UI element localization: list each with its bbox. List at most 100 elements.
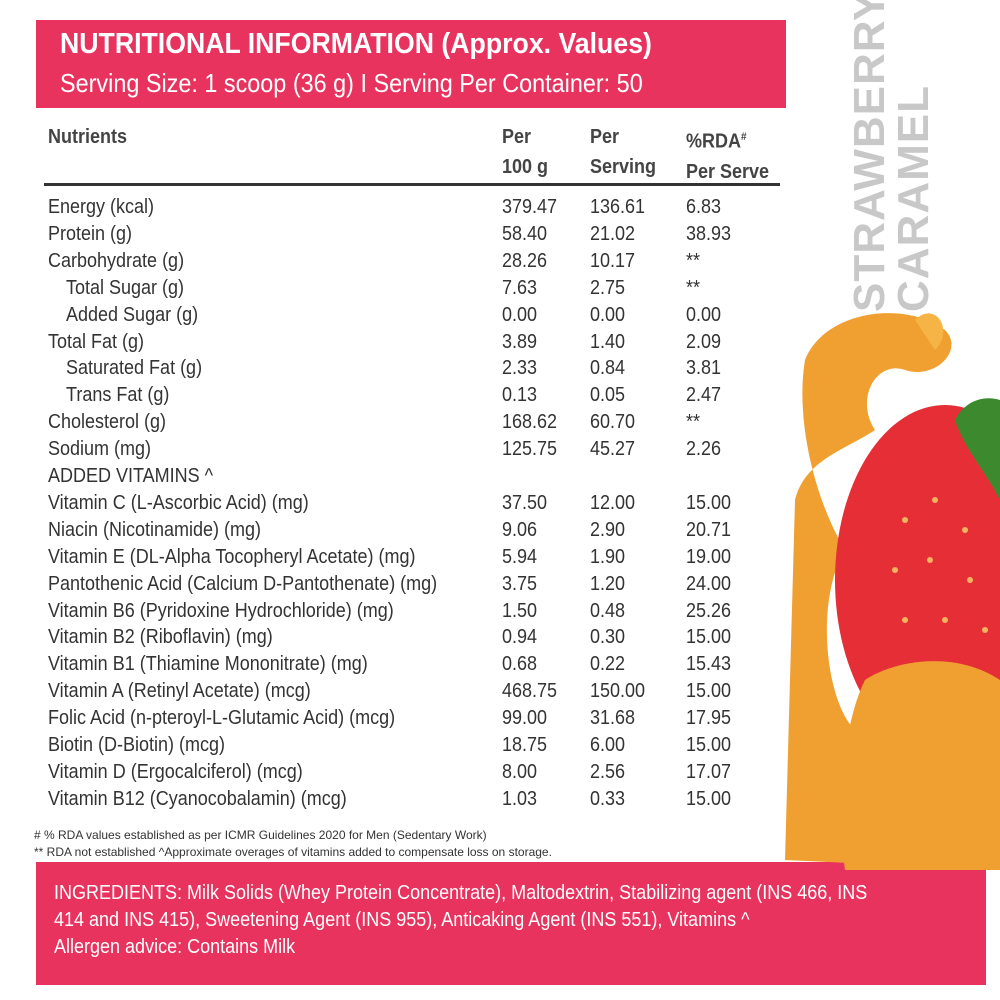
strawberry-caramel-illustration (785, 313, 1000, 870)
value-rda: 15.00 (686, 680, 732, 703)
value-rda: 15.43 (686, 653, 732, 676)
nutrient-name: Saturated Fat (g) (66, 357, 203, 380)
value-per-100g: 0.00 (502, 303, 538, 326)
nutrient-name: Vitamin D (Ergocalciferol) (mcg) (48, 760, 303, 783)
nutrient-row: Added Sugar (g) 0.00 0.00 0.00 (0, 302, 800, 329)
nutrient-name: Biotin (D-Biotin) (mcg) (48, 734, 226, 756)
ingredients-box: INGREDIENTS: Milk Solids (Whey Protein C… (36, 862, 986, 985)
nutrient-name: Vitamin A (Retinyl Acetate) (mcg) (48, 680, 311, 703)
value-per-serving: 60.70 (590, 411, 636, 434)
value-rda: 3.81 (686, 357, 722, 380)
caramel-splash (785, 313, 1000, 870)
nutrient-row: Vitamin B12 (Cyanocobalamin) (mcg) 1.03 0.… (0, 786, 800, 813)
nutrient-name: ADDED VITAMINS ^ (48, 465, 214, 487)
col-serving-line2: Serving (590, 156, 657, 178)
value-per-100g: 379.47 (502, 196, 558, 218)
nutrient-row: Carbohydrate (g) 28.26 10.17 ** (0, 248, 800, 275)
value-rda: 15.00 (686, 734, 732, 756)
value-rda: 38.93 (686, 222, 732, 245)
value-per-serving: 6.00 (590, 734, 626, 756)
rda-superscript: # (741, 131, 747, 143)
nutrient-row: Protein (g) 58.40 21.02 38.93 (0, 221, 800, 248)
header-divider (44, 183, 780, 186)
value-rda: 15.00 (686, 787, 732, 810)
value-per-serving: 0.00 (590, 303, 626, 326)
value-per-100g: 2.33 (502, 357, 538, 380)
nutrient-row: Vitamin C (L-Ascorbic Acid) (mg) 37.50 12.… (0, 490, 800, 517)
nutrient-row: Total Sugar (g) 7.63 2.75 ** (0, 275, 800, 302)
value-per-100g: 99.00 (502, 707, 548, 730)
value-rda: 2.47 (686, 384, 722, 407)
value-per-serving: 1.40 (590, 330, 626, 353)
value-per-100g: 18.75 (502, 734, 548, 756)
value-per-serving: 0.48 (590, 599, 626, 622)
value-per-100g: 7.63 (502, 276, 538, 299)
flavor-name: STRAWBERRY CARAMEL (845, 0, 938, 312)
col-per100: Per 100 g (502, 122, 548, 182)
nutrient-name: Energy (kcal) (48, 196, 155, 218)
nutrient-row: Folic Acid (n-pteroyl-L-Glutamic Acid) (… (0, 705, 800, 732)
col-rda-line2: Per Serve (686, 160, 770, 183)
value-rda: 17.95 (686, 707, 732, 730)
nutrient-row: Trans Fat (g) 0.13 0.05 2.47 (0, 382, 800, 409)
footnote-rda: # % RDA values established as per ICMR G… (34, 828, 487, 842)
col-nutrients: Nutrients (48, 126, 128, 148)
value-per-100g: 1.50 (502, 599, 538, 622)
nutrition-header: NUTRITIONAL INFORMATION (Approx. Values)… (36, 20, 786, 108)
nutrient-name: Vitamin B1 (Thiamine Mononitrate) (mg) (48, 653, 368, 676)
value-rda: 25.26 (686, 599, 732, 622)
value-per-serving: 10.17 (590, 249, 636, 272)
nutrient-row: Sodium (mg) 125.75 45.27 2.26 (0, 436, 800, 463)
nutrient-name: Vitamin C (L-Ascorbic Acid) (mg) (48, 491, 309, 514)
value-rda: 2.09 (686, 330, 722, 353)
value-per-100g: 5.94 (502, 545, 538, 568)
value-per-serving: 150.00 (590, 680, 646, 703)
nutrient-name: Sodium (mg) (48, 438, 152, 461)
value-per-serving: 21.02 (590, 222, 636, 245)
value-per-serving: 0.22 (590, 653, 626, 676)
nutrient-row: Energy (kcal) 379.47 136.61 6.83 (0, 194, 800, 221)
nutrient-row: Total Fat (g) 3.89 1.40 2.09 (0, 329, 800, 356)
nutrient-name: Cholesterol (g) (48, 411, 167, 434)
nutrient-name: Folic Acid (n-pteroyl-L-Glutamic Acid) (… (48, 707, 396, 730)
value-per-serving: 0.30 (590, 626, 626, 649)
value-per-serving: 31.68 (590, 707, 636, 730)
col-rda: %RDA# Per Serve (686, 122, 769, 187)
nutrient-row: Pantothenic Acid (Calcium D-Pantothenate… (0, 571, 800, 598)
nutrient-row: Cholesterol (g) 168.62 60.70 ** (0, 409, 800, 436)
value-rda: ** (686, 411, 701, 434)
value-per-serving: 12.00 (590, 491, 636, 514)
value-per-serving: 1.90 (590, 545, 626, 568)
nutrient-row: Biotin (D-Biotin) (mcg) 18.75 6.00 15.00 (0, 732, 800, 759)
value-per-100g: 3.89 (502, 330, 538, 353)
value-per-serving: 2.90 (590, 518, 626, 541)
nutrient-row: Vitamin B6 (Pyridoxine Hydrochloride) (m… (0, 598, 800, 625)
allergen-advice: Allergen advice: Contains Milk (54, 936, 296, 958)
value-per-100g: 0.68 (502, 653, 538, 676)
value-rda: 6.83 (686, 196, 722, 218)
nutrient-row: Vitamin B1 (Thiamine Mononitrate) (mg) 0.… (0, 651, 800, 678)
footnote-overages: ** RDA not established ^Approximate over… (34, 845, 552, 859)
nutrient-row: Vitamin D (Ergocalciferol) (mcg) 8.00 2.56… (0, 759, 800, 786)
col-rda-line1: %RDA (686, 130, 742, 153)
value-rda: 19.00 (686, 545, 732, 568)
nutrient-name: Added Sugar (g) (66, 303, 199, 326)
value-per-100g: 0.94 (502, 626, 538, 649)
nutrient-row: ADDED VITAMINS ^ (0, 463, 800, 490)
serving-info: Serving Size: 1 scoop (36 g) I Serving P… (60, 68, 643, 98)
value-per-serving: 1.20 (590, 572, 626, 595)
nutrient-row: Vitamin B2 (Riboflavin) (mg) 0.94 0.30 15.0… (0, 624, 800, 651)
nutrient-name: Total Fat (g) (48, 330, 145, 353)
value-rda: 15.00 (686, 491, 732, 514)
nutrient-name: Vitamin B6 (Pyridoxine Hydrochloride) (m… (48, 599, 394, 622)
value-per-serving: 0.33 (590, 787, 626, 810)
value-per-100g: 8.00 (502, 760, 538, 783)
strawberry-leaves (955, 398, 1000, 500)
value-per-100g: 125.75 (502, 438, 558, 461)
nutrient-name: Total Sugar (g) (66, 276, 185, 299)
ingredients-line1: INGREDIENTS: Milk Solids (Whey Protein C… (54, 882, 868, 904)
col-serving-line1: Per (590, 126, 620, 148)
value-per-100g: 37.50 (502, 491, 548, 514)
value-per-100g: 58.40 (502, 222, 548, 245)
value-rda: 17.07 (686, 760, 732, 783)
